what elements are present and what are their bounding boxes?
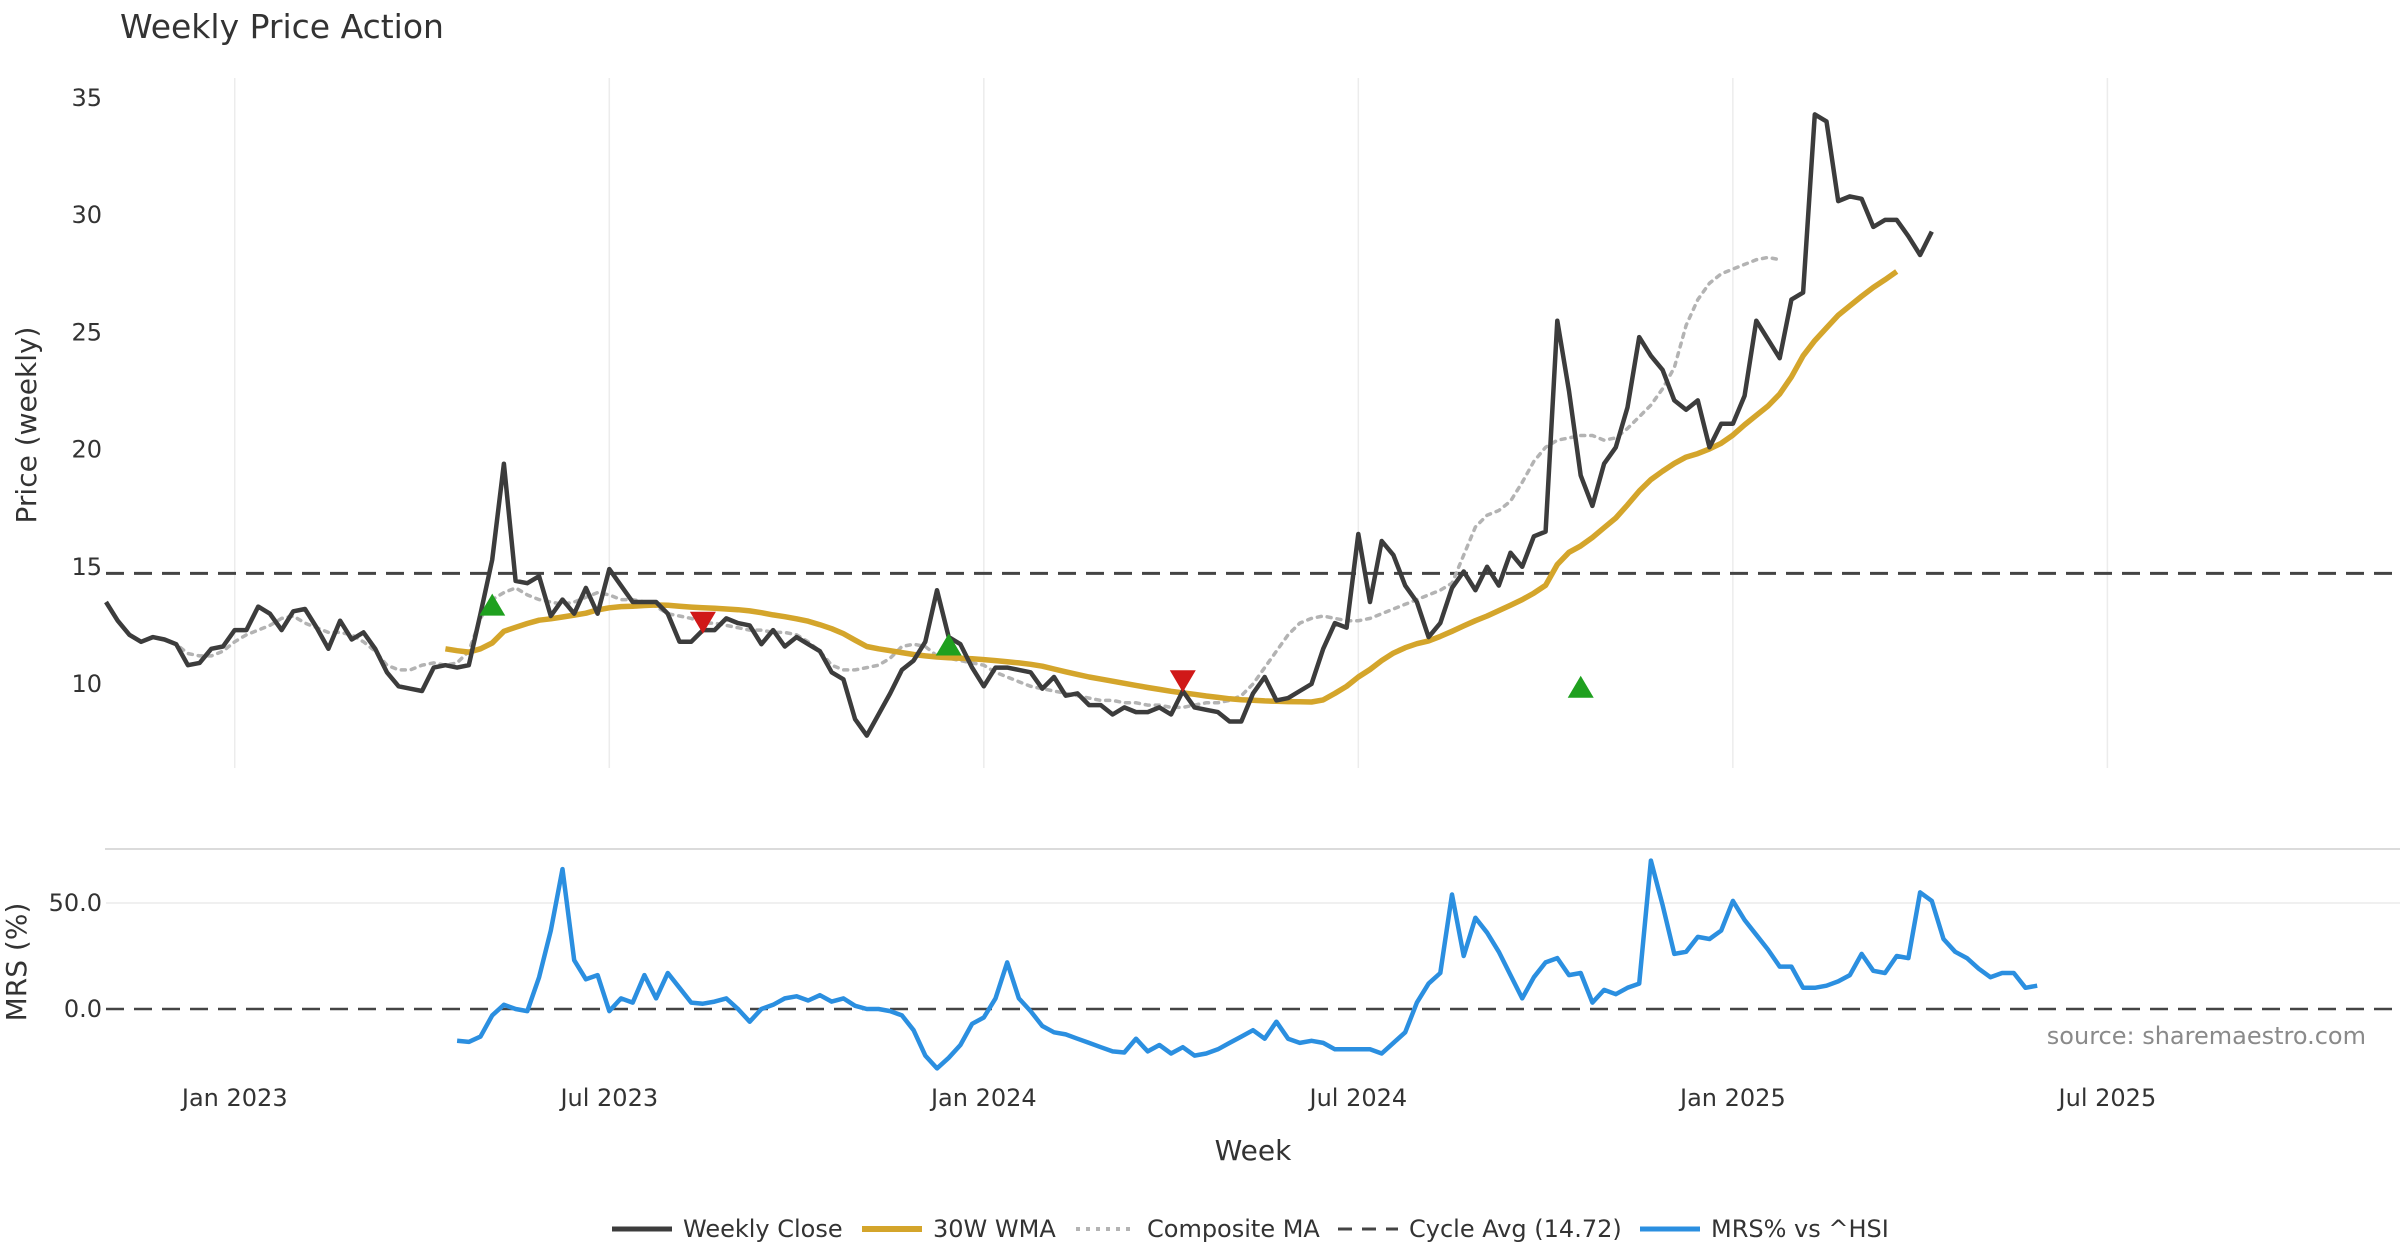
x-tick-label: Jan 2023	[180, 1084, 288, 1112]
x-ticks: Jan 2023 Jul 2023 Jan 2024 Jul 2024 Jan 2025…	[180, 1084, 2156, 1112]
x-tick-label: Jul 2025	[2057, 1084, 2157, 1112]
mrs-tick-label: 0.0	[64, 995, 102, 1023]
wma-30w-line	[444, 269, 1899, 705]
price-tick-label: 30	[71, 201, 102, 229]
price-tick-label: 35	[71, 84, 102, 112]
buy-signal-marker	[1567, 675, 1594, 698]
sell-signal-marker	[1169, 670, 1196, 693]
mrs-axis-label: MRS (%)	[0, 903, 33, 1022]
x-tick-label: Jul 2024	[1308, 1084, 1408, 1112]
mrs-line	[456, 858, 2038, 1071]
x-axis-label: Week	[1215, 1134, 1292, 1167]
price-tick-label: 20	[71, 436, 102, 464]
legend-label: Composite MA	[1147, 1215, 1320, 1243]
price-axis-label: Price (weekly)	[10, 327, 43, 524]
legend-label: MRS% vs ^HSI	[1711, 1215, 1889, 1243]
legend-label: 30W WMA	[933, 1215, 1056, 1243]
composite-ma-line	[151, 255, 1782, 710]
upper-gridlines	[233, 78, 2109, 768]
legend: Weekly Close 30W WMA Composite MA Cycle Avg…	[612, 1215, 1889, 1243]
chart-title: Weekly Price Action	[120, 7, 444, 46]
x-tick-label: Jul 2023	[558, 1084, 658, 1112]
lower-y-ticks: 50.0 0.0	[49, 889, 102, 1023]
buy-signal-marker	[935, 633, 962, 656]
legend-label: Cycle Avg (14.72)	[1409, 1215, 1622, 1243]
source-text: source: sharemaestro.com	[2047, 1022, 2366, 1050]
signal-markers	[479, 593, 1594, 698]
x-tick-label: Jan 2024	[929, 1084, 1037, 1112]
price-tick-label: 10	[71, 670, 102, 698]
sell-signal-marker	[689, 611, 716, 634]
buy-signal-marker	[479, 593, 506, 616]
upper-y-ticks: 10 15 20 25 30 35	[71, 84, 102, 698]
price-tick-label: 25	[71, 318, 102, 346]
x-tick-label: Jan 2025	[1678, 1084, 1786, 1112]
mrs-tick-label: 50.0	[49, 889, 102, 917]
weekly-close-line	[104, 112, 1934, 738]
legend-label: Weekly Close	[683, 1215, 843, 1243]
price-tick-label: 15	[71, 553, 102, 581]
